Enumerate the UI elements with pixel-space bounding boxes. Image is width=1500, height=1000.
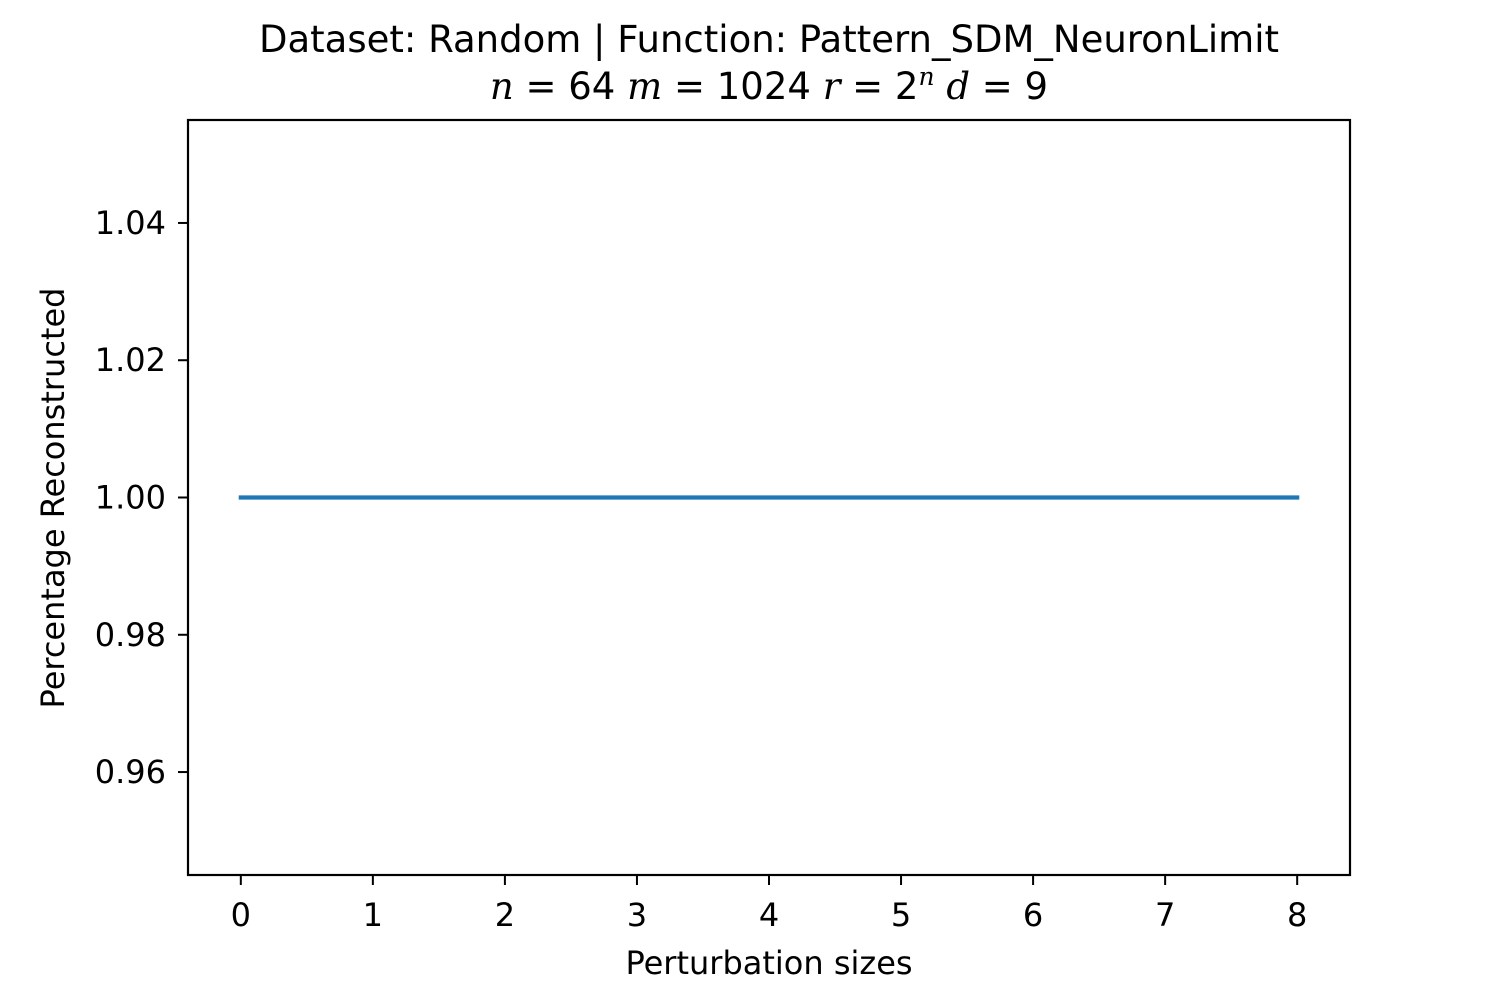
subtitle-m-val: 1024 <box>717 65 811 108</box>
chart-title: Dataset: Random | Function: Pattern_SDM_… <box>259 18 1279 61</box>
subtitle-r-var: r <box>823 65 843 108</box>
y-axis-label: Percentage Reconstructed <box>34 288 72 709</box>
subtitle-r-exp: n <box>918 62 934 91</box>
x-tick-label: 0 <box>231 896 251 934</box>
y-tick-label: 1.02 <box>95 341 166 379</box>
chart-subtitle: n = 64 m = 1024 r = 2n d = 9 <box>490 62 1048 108</box>
y-tick-label: 0.96 <box>95 753 166 791</box>
subtitle-d-val: 9 <box>1025 65 1049 108</box>
subtitle-d-var: d <box>946 65 970 108</box>
x-tick-label: 6 <box>1023 896 1043 934</box>
x-tick-label: 4 <box>759 896 779 934</box>
subtitle-r-base: 2 <box>895 65 919 108</box>
x-tick-label: 2 <box>495 896 515 934</box>
y-tick-label: 1.04 <box>95 204 166 242</box>
y-tick-label: 1.00 <box>95 479 166 517</box>
plot-area: 0 1 2 3 4 5 6 7 8 0.96 0.98 1.00 1.02 1.04 <box>95 118 1352 934</box>
subtitle-n-var: n <box>490 65 514 108</box>
x-tick-label: 7 <box>1155 896 1175 934</box>
subtitle-n-val: 64 <box>568 65 615 108</box>
x-tick-label: 8 <box>1287 896 1307 934</box>
x-tick-label: 5 <box>891 896 911 934</box>
x-tick-label: 3 <box>627 896 647 934</box>
x-axis-label: Perturbation sizes <box>625 944 912 982</box>
y-tick-label: 0.98 <box>95 616 166 654</box>
x-tick-label: 1 <box>363 896 383 934</box>
subtitle-m-var: m <box>627 65 662 108</box>
